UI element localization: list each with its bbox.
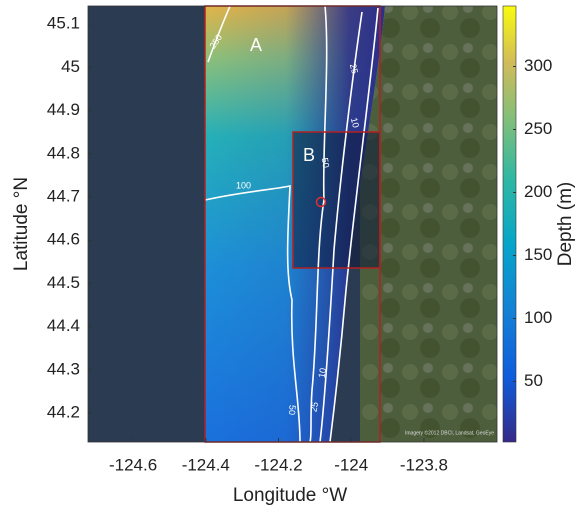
colorbar-tick-label: 200 bbox=[524, 182, 552, 201]
x-tick-label: -124.4 bbox=[182, 455, 230, 474]
colorbar-tick-label: 100 bbox=[524, 308, 552, 327]
x-axis-label: Longitude °W bbox=[233, 485, 347, 506]
x-tick-label: -124 bbox=[334, 455, 368, 474]
x-tick-label: -123.8 bbox=[400, 455, 448, 474]
y-tick-label: 44.4 bbox=[47, 316, 80, 335]
y-tick-label: 44.2 bbox=[47, 403, 80, 422]
figure: 250 100 50 25 10 10 25 50 A B Imagery ©2… bbox=[0, 0, 581, 512]
y-tick-label: 44.8 bbox=[47, 143, 80, 162]
y-tick-label: 44.6 bbox=[47, 230, 80, 249]
contour-label: 50 bbox=[287, 405, 298, 416]
contour-label: 10 bbox=[316, 367, 328, 379]
map: 250 100 50 25 10 10 25 50 A B Imagery ©2… bbox=[88, 6, 497, 442]
contour-label: 25 bbox=[308, 401, 320, 413]
region-label: B bbox=[303, 145, 315, 165]
y-tick-label: 45.1 bbox=[47, 14, 80, 33]
colorbar-label: Depth (m) bbox=[555, 182, 576, 266]
attribution: Imagery ©2012 DBCI, Landsat, GeoEye bbox=[405, 429, 494, 436]
colorbar-tick-label: 250 bbox=[524, 119, 552, 138]
y-axis-label: Latitude °N bbox=[11, 177, 32, 271]
colorbar-tick-label: 50 bbox=[524, 371, 543, 390]
contour-label: 50 bbox=[320, 157, 332, 169]
contour-label: 100 bbox=[236, 180, 251, 190]
colorbar-tick-label: 150 bbox=[524, 245, 552, 264]
y-tick-label: 45 bbox=[61, 57, 80, 76]
y-tick-label: 44.5 bbox=[47, 273, 80, 292]
y-tick-label: 44.9 bbox=[47, 100, 80, 119]
x-tick-label: -124.6 bbox=[109, 455, 157, 474]
colorbar bbox=[503, 6, 516, 442]
region-label: A bbox=[250, 35, 262, 55]
x-tick-label: -124.2 bbox=[254, 455, 302, 474]
colorbar-tick-label: 300 bbox=[524, 56, 552, 75]
y-tick-label: 44.7 bbox=[47, 186, 80, 205]
y-tick-label: 44.3 bbox=[47, 359, 80, 378]
